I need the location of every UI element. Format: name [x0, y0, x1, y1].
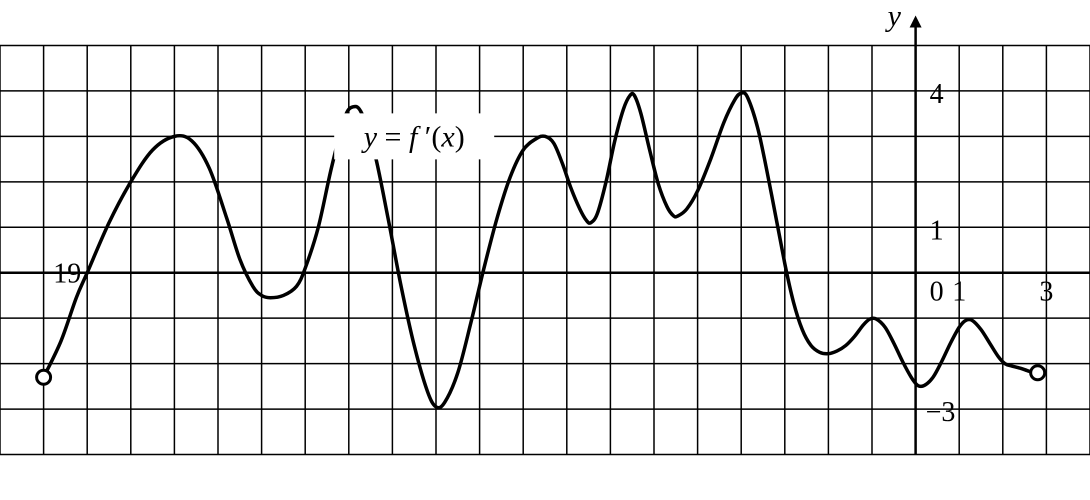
tick-label: −19	[37, 259, 81, 290]
tick-label: −3	[926, 397, 956, 428]
tick-label: 3	[1039, 277, 1053, 308]
tick-label: 1	[930, 215, 944, 246]
grid	[0, 45, 1090, 454]
y-axis-label: y	[885, 0, 902, 32]
derivative-plot: xyy = f ′(x)−1941013−3	[0, 0, 1090, 500]
curve	[44, 93, 1038, 408]
open-endpoint	[1031, 366, 1045, 380]
curve-label-text: y = f ′(x)	[361, 120, 465, 153]
tick-label: 0	[930, 277, 944, 308]
tick-label: 1	[952, 277, 966, 308]
curve-label: y = f ′(x)	[334, 113, 494, 159]
tick-label: 4	[930, 79, 944, 110]
y-axis-arrow	[910, 15, 922, 27]
open-endpoint	[37, 370, 51, 384]
tick-labels: −1941013−3	[37, 79, 1053, 428]
